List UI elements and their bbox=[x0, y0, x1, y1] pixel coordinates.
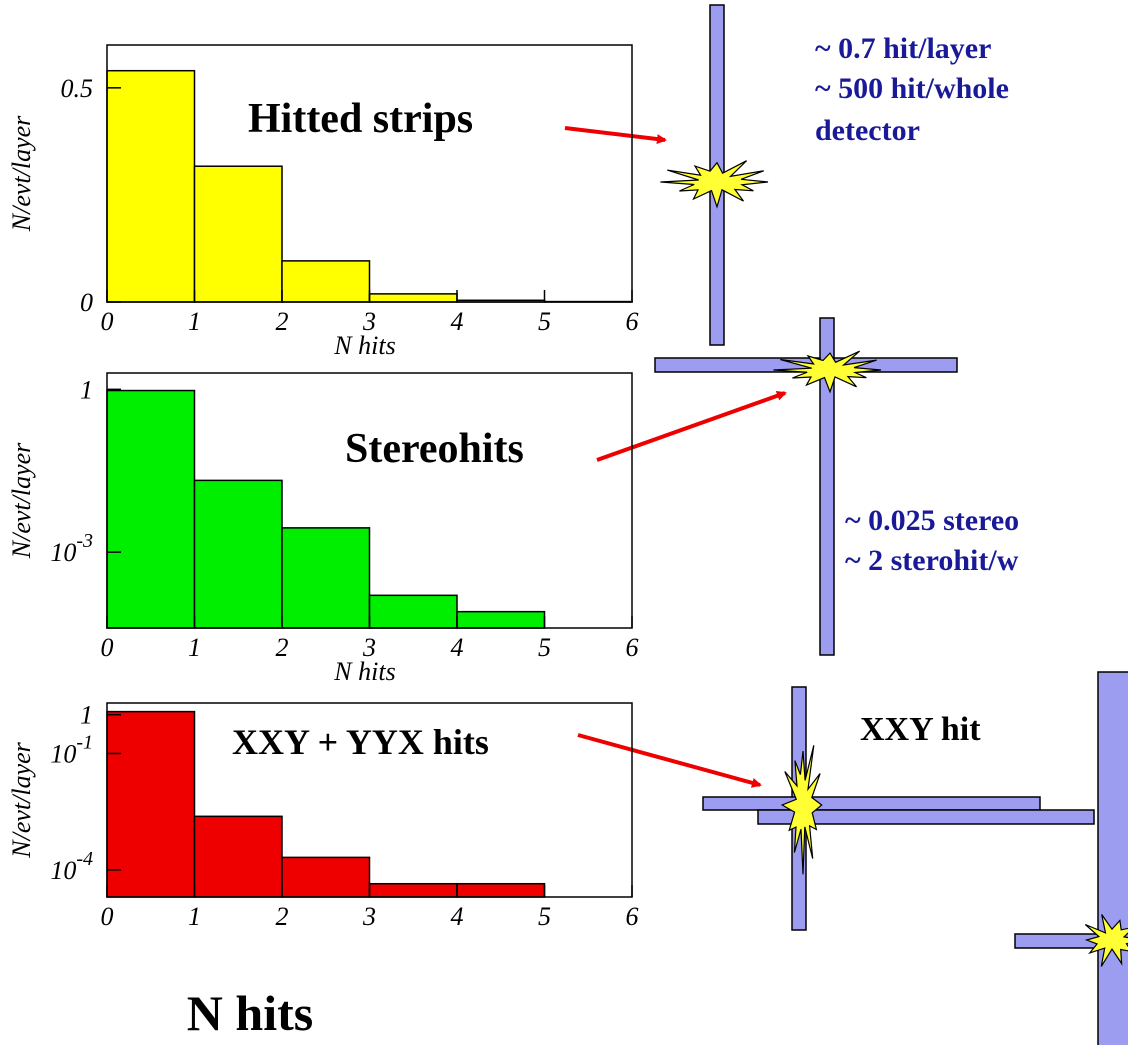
x-tick-label: 1 bbox=[188, 902, 201, 931]
x-tick-label: 5 bbox=[538, 633, 551, 662]
bar bbox=[195, 480, 283, 628]
x-tick-label: 2 bbox=[276, 633, 289, 662]
bar bbox=[195, 816, 283, 897]
annotation: XXY hit bbox=[860, 711, 981, 748]
x-axis-label: N hits bbox=[187, 985, 313, 1041]
strip bbox=[1098, 672, 1128, 1045]
x-axis-label: N hits bbox=[333, 657, 395, 686]
y-tick-label: 10-3 bbox=[50, 530, 93, 567]
x-tick-label: 6 bbox=[626, 902, 639, 931]
bar bbox=[370, 595, 458, 628]
x-tick-label: 1 bbox=[188, 633, 201, 662]
x-tick-label: 5 bbox=[538, 307, 551, 336]
annotation: detector bbox=[815, 114, 920, 147]
y-tick-label: 0.5 bbox=[61, 74, 94, 103]
x-tick-label: 5 bbox=[538, 902, 551, 931]
annotation: XXY + YYX hits bbox=[232, 722, 489, 762]
arrow bbox=[565, 128, 665, 140]
x-tick-label: 0 bbox=[101, 633, 114, 662]
y-tick-label: 1 bbox=[80, 701, 93, 730]
x-tick-label: 4 bbox=[451, 307, 464, 336]
x-tick-label: 4 bbox=[451, 633, 464, 662]
x-tick-label: 2 bbox=[276, 902, 289, 931]
arrow bbox=[578, 735, 760, 785]
x-tick-label: 0 bbox=[101, 307, 114, 336]
bar bbox=[282, 261, 370, 302]
y-tick-label: 1 bbox=[80, 375, 93, 404]
bar bbox=[195, 166, 283, 302]
x-tick-label: 6 bbox=[626, 633, 639, 662]
strip bbox=[703, 797, 1040, 810]
bar bbox=[457, 884, 545, 897]
bar bbox=[370, 884, 458, 897]
y-axis-label: N/evt/layer bbox=[7, 741, 36, 858]
bar bbox=[107, 391, 195, 628]
y-axis-label: N/evt/layer bbox=[7, 115, 36, 232]
annotation: ~ 0.7 hit/layer bbox=[815, 32, 991, 65]
bar bbox=[282, 528, 370, 628]
bar bbox=[370, 294, 458, 302]
slide: Hitted strips Stereohits XXY + YYX hits … bbox=[0, 0, 1128, 1045]
arrow bbox=[597, 393, 785, 460]
annotation: Hitted strips bbox=[248, 96, 473, 142]
y-axis-label: N/evt/layer bbox=[7, 442, 36, 559]
bar bbox=[457, 612, 545, 628]
x-tick-label: 0 bbox=[101, 902, 114, 931]
annotation: ~ 2 sterohit/w bbox=[845, 544, 1019, 577]
x-axis-label: N hits bbox=[333, 331, 395, 360]
y-tick-label: 0 bbox=[80, 288, 93, 317]
x-tick-label: 1 bbox=[188, 307, 201, 336]
y-tick-label: 10-1 bbox=[50, 731, 93, 768]
x-tick-label: 2 bbox=[276, 307, 289, 336]
x-tick-label: 4 bbox=[451, 902, 464, 931]
y-tick-label: 10-4 bbox=[50, 848, 93, 885]
bar bbox=[107, 71, 195, 302]
annotation: Stereohits bbox=[345, 426, 524, 472]
x-tick-label: 6 bbox=[626, 307, 639, 336]
annotation: ~ 500 hit/whole bbox=[815, 72, 1009, 105]
annotation: ~ 0.025 stereo bbox=[845, 504, 1019, 537]
hit-burst bbox=[660, 161, 768, 207]
bar bbox=[282, 857, 370, 897]
x-tick-label: 3 bbox=[362, 902, 376, 931]
